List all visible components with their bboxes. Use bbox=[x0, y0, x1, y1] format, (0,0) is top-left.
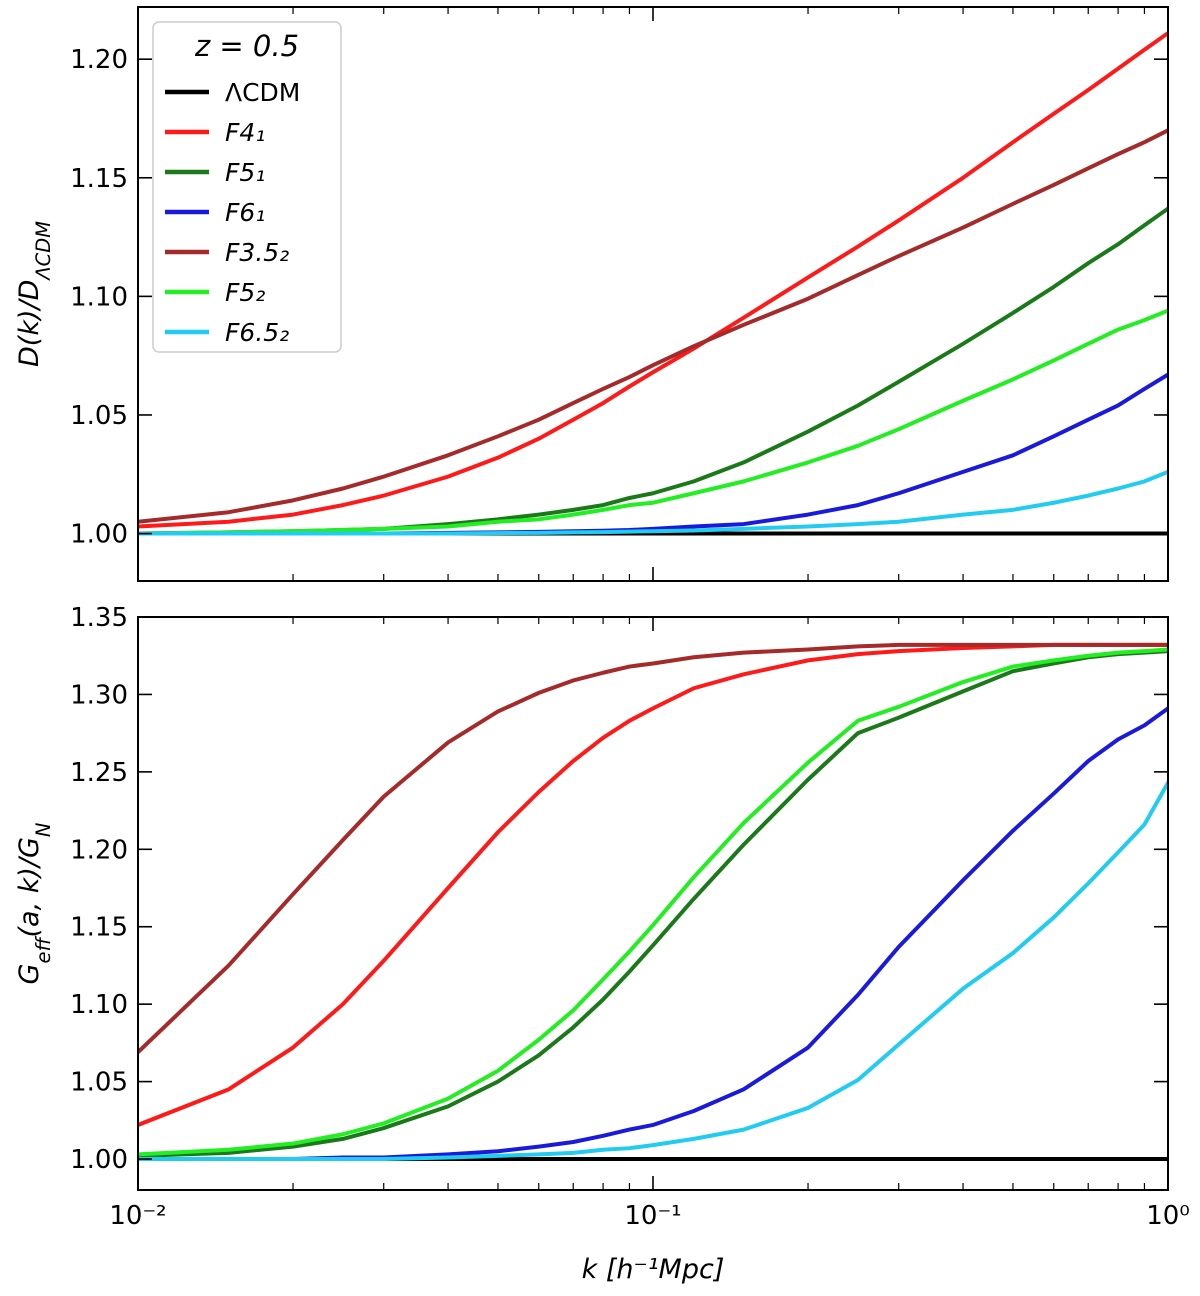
y-tick-label: 1.25 bbox=[70, 758, 128, 788]
y-tick-label: 1.30 bbox=[70, 680, 128, 710]
y-tick-label: 1.15 bbox=[70, 164, 128, 194]
x-tick-label: 10⁰ bbox=[1146, 1201, 1190, 1231]
series-line-F5 bbox=[138, 649, 1168, 1158]
legend-label: F5₁ bbox=[225, 158, 265, 187]
y-tick-label: 1.05 bbox=[70, 401, 128, 431]
legend: z = 0.5 ΛCDM F4₁ F5₁ F6₁ F3.5₂ F5₂ F6.5₂ bbox=[152, 21, 342, 353]
legend-box bbox=[152, 21, 342, 353]
series-line-F6.5 bbox=[138, 780, 1168, 1162]
legend-label: F3.5₂ bbox=[225, 238, 289, 267]
legend-label: F4₁ bbox=[225, 118, 265, 147]
y-axis-label: D(k)/DΛCDM bbox=[14, 221, 55, 367]
series-line-F4 bbox=[138, 31, 1168, 529]
x-tick-label: 10⁻² bbox=[109, 1201, 166, 1231]
y-tick-label: 1.15 bbox=[70, 913, 128, 943]
series-line-F5 bbox=[138, 308, 1168, 536]
y-tick-label: 1.00 bbox=[70, 1145, 128, 1175]
y-axis-label: Geff(a, k)/GN bbox=[14, 822, 55, 984]
y-tick-label: 1.35 bbox=[70, 603, 128, 633]
y-tick-label: 1.10 bbox=[70, 990, 128, 1020]
series-line-F6 bbox=[138, 706, 1168, 1162]
y-tick-label: 1.20 bbox=[70, 835, 128, 865]
series-line-F3.5 bbox=[138, 128, 1168, 524]
plot-frame bbox=[137, 616, 1169, 1191]
series-group bbox=[138, 642, 1168, 1162]
x-tick-label: 10⁻¹ bbox=[624, 1201, 681, 1231]
legend-label: ΛCDM bbox=[225, 78, 300, 107]
series-line-F6.5 bbox=[138, 469, 1168, 536]
series-line-F4 bbox=[138, 642, 1168, 1127]
series-line-F5 bbox=[138, 647, 1168, 1157]
y-tick-label: 1.05 bbox=[70, 1068, 128, 1098]
legend-label: F5₂ bbox=[225, 278, 265, 307]
y-tick-label: 1.00 bbox=[70, 520, 128, 550]
legend-label: F6₁ bbox=[225, 198, 265, 227]
legend-label: F6.5₂ bbox=[225, 318, 289, 347]
y-tick-label: 1.10 bbox=[70, 282, 128, 312]
series-line-F3.5 bbox=[138, 642, 1168, 1055]
x-axis-label: k [h⁻¹Mpc] bbox=[582, 1254, 725, 1285]
y-tick-label: 1.20 bbox=[70, 45, 128, 75]
bottom-panel: 1.00 1.05 1.10 1.15 1.20 1.25 1.30 1.35 10⁻² 10⁻¹… bbox=[14, 603, 1190, 1285]
legend-title: z = 0.5 bbox=[194, 29, 299, 63]
top-panel: 1.00 1.05 1.10 1.15 1.20 D(k)/DΛCDM z = 0.5 ΛCD… bbox=[14, 6, 1169, 582]
series-group bbox=[138, 31, 1168, 536]
